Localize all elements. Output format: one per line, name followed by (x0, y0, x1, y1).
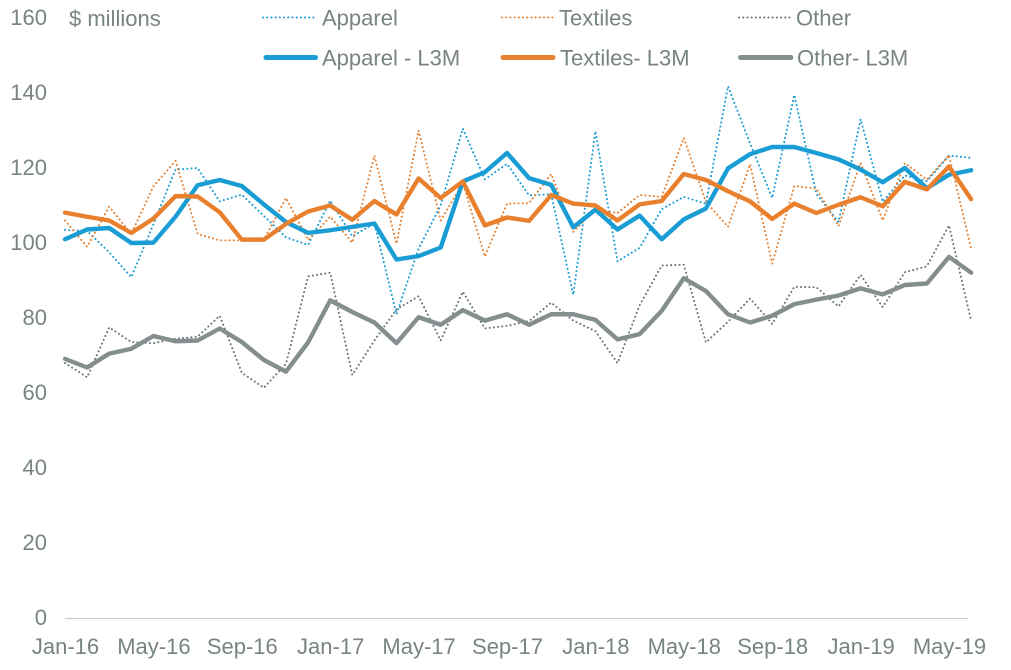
svg-text:Sep-17: Sep-17 (472, 634, 543, 659)
svg-text:Jan-19: Jan-19 (827, 634, 894, 659)
svg-text:May-18: May-18 (648, 634, 721, 659)
svg-text:160: 160 (10, 5, 47, 30)
svg-text:Jan-17: Jan-17 (297, 634, 364, 659)
svg-text:80: 80 (23, 305, 47, 330)
svg-text:20: 20 (23, 530, 47, 555)
svg-text:Jan-16: Jan-16 (32, 634, 99, 659)
svg-text:May-17: May-17 (382, 634, 455, 659)
svg-text:Textiles- L3M: Textiles- L3M (560, 46, 690, 71)
svg-text:May-19: May-19 (913, 634, 986, 659)
svg-text:120: 120 (10, 155, 47, 180)
svg-text:Sep-16: Sep-16 (207, 634, 278, 659)
svg-text:100: 100 (10, 230, 47, 255)
svg-text:140: 140 (10, 80, 47, 105)
svg-text:60: 60 (23, 380, 47, 405)
svg-text:Apparel - L3M: Apparel - L3M (322, 46, 460, 71)
svg-text:40: 40 (23, 455, 47, 480)
svg-text:May-16: May-16 (117, 634, 190, 659)
svg-text:Sep-18: Sep-18 (737, 634, 808, 659)
svg-text:Other: Other (796, 6, 851, 31)
svg-text:$ millions: $ millions (69, 6, 161, 31)
svg-text:Other- L3M: Other- L3M (797, 46, 908, 71)
svg-text:Jan-18: Jan-18 (562, 634, 629, 659)
svg-text:Apparel: Apparel (322, 6, 398, 31)
svg-text:Textiles: Textiles (559, 6, 632, 31)
svg-text:0: 0 (35, 605, 47, 630)
